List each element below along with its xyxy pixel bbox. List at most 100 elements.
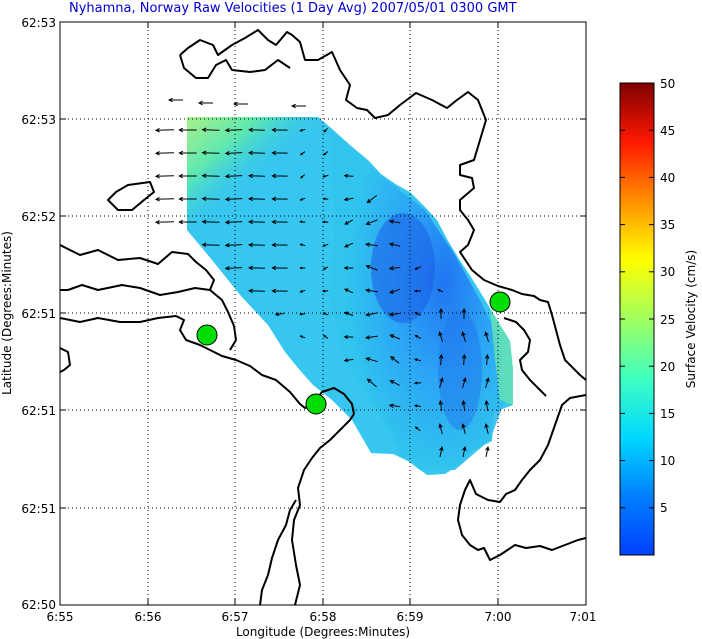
velocity-arrow bbox=[413, 289, 422, 293]
velocity-arrow bbox=[247, 242, 265, 248]
velocity-arrow bbox=[323, 127, 328, 133]
velocity-arrow bbox=[224, 242, 243, 248]
velocity-arrow bbox=[484, 353, 490, 366]
colorbar-tick-label: 35 bbox=[660, 218, 675, 232]
x-axis-label: Longitude (Degrees:Minutes) bbox=[236, 625, 410, 639]
velocity-arrow bbox=[322, 243, 329, 247]
velocity-arrow bbox=[484, 399, 490, 412]
velocity-arrow bbox=[322, 312, 329, 316]
velocity-arrow bbox=[247, 196, 265, 202]
velocity-arrow bbox=[224, 265, 243, 271]
velocity-arrow bbox=[322, 220, 329, 224]
y-tick-label: 62:51 bbox=[21, 404, 56, 418]
velocity-arrow bbox=[414, 426, 421, 432]
velocity-arrow bbox=[178, 219, 197, 225]
velocity-arrow bbox=[154, 196, 175, 202]
velocity-arrow bbox=[344, 288, 354, 294]
velocity-field-core bbox=[371, 213, 435, 323]
coastline-west-island bbox=[107, 181, 155, 211]
velocity-arrow bbox=[224, 173, 243, 179]
velocity-arrow bbox=[461, 353, 467, 366]
velocity-arrow bbox=[484, 423, 489, 434]
velocity-field-high bbox=[187, 117, 331, 240]
velocity-arrow bbox=[388, 265, 401, 271]
velocity-arrow bbox=[461, 307, 467, 319]
velocity-arrow bbox=[343, 265, 354, 270]
velocity-arrow bbox=[322, 266, 329, 270]
velocity-arrow bbox=[247, 127, 265, 133]
velocity-arrow bbox=[413, 381, 422, 385]
velocity-arrow bbox=[271, 173, 288, 179]
x-tick-label: 6:58 bbox=[310, 610, 337, 624]
velocity-arrow bbox=[390, 356, 400, 364]
velocity-arrow bbox=[274, 312, 285, 317]
velocity-arrow bbox=[462, 377, 467, 388]
y-tick-label: 62:51 bbox=[21, 307, 56, 321]
x-tick-labels: 6:55 6:56 6:57 6:58 6:59 7:00 7:01 bbox=[47, 610, 597, 624]
velocity-arrow bbox=[299, 289, 306, 293]
velocity-arrow bbox=[461, 399, 467, 412]
velocity-arrow bbox=[271, 150, 288, 156]
velocity-arrow bbox=[224, 196, 243, 202]
colorbar-tick-label: 25 bbox=[660, 313, 675, 327]
velocity-arrow bbox=[232, 101, 248, 107]
velocity-arrow bbox=[247, 288, 265, 294]
velocity-arrow bbox=[388, 311, 401, 317]
velocity-arrow bbox=[439, 377, 444, 388]
coastline-inner-west bbox=[209, 289, 237, 351]
velocity-arrow bbox=[247, 173, 265, 179]
coastline-south-valley bbox=[291, 413, 355, 605]
velocity-arrow bbox=[388, 219, 401, 224]
velocity-vectors bbox=[154, 97, 490, 457]
coastline-north bbox=[179, 29, 586, 381]
velocity-arrow bbox=[154, 173, 175, 179]
velocity-arrow bbox=[413, 358, 422, 362]
velocity-arrow bbox=[322, 174, 329, 178]
velocity-arrow bbox=[484, 331, 489, 342]
velocity-arrow bbox=[299, 220, 306, 224]
colorbar: 50 45 40 35 30 25 20 15 10 5 Surface Vel… bbox=[619, 77, 698, 556]
velocity-arrow bbox=[414, 334, 421, 340]
velocity-arrow bbox=[178, 127, 197, 133]
x-tick-label: 6:57 bbox=[222, 610, 249, 624]
y-tick-labels: 62:53 62:53 62:52 62:51 62:51 62:51 62:5… bbox=[21, 16, 56, 612]
velocity-arrow bbox=[271, 196, 288, 202]
station-marker-east bbox=[489, 291, 511, 313]
y-tick-label: 62:53 bbox=[21, 113, 56, 127]
velocity-arrow bbox=[439, 446, 444, 457]
velocity-arrow bbox=[322, 197, 329, 201]
station-marker-south bbox=[305, 393, 327, 415]
x-tick-label: 7:01 bbox=[570, 610, 597, 624]
y-axis-label: Latitude (Degrees:Minutes) bbox=[0, 231, 14, 395]
velocity-arrow bbox=[388, 403, 401, 409]
velocity-arrow bbox=[365, 312, 378, 317]
velocity-arrow bbox=[178, 150, 197, 156]
velocity-arrow bbox=[322, 289, 329, 293]
velocity-arrow bbox=[178, 196, 197, 202]
velocity-arrow bbox=[247, 265, 265, 271]
velocity-arrow bbox=[271, 219, 288, 225]
velocity-arrow bbox=[299, 197, 306, 201]
velocity-arrow bbox=[343, 173, 354, 178]
colorbar-tick-label: 50 bbox=[660, 77, 675, 91]
velocity-arrow bbox=[201, 242, 220, 248]
axis-ticks bbox=[59, 21, 587, 606]
colorbar-tick-labels: 50 45 40 35 30 25 20 15 10 5 bbox=[660, 77, 675, 515]
colorbar-tick-label: 5 bbox=[660, 501, 668, 515]
colorbar-tick-label: 40 bbox=[660, 171, 675, 185]
velocity-arrow bbox=[323, 151, 329, 156]
velocity-arrow bbox=[365, 264, 378, 271]
x-tick-label: 7:00 bbox=[485, 610, 512, 624]
colorbar-tick-label: 10 bbox=[660, 454, 675, 468]
velocity-field-core-2 bbox=[438, 310, 482, 430]
velocity-arrow bbox=[201, 150, 220, 156]
velocity-arrow bbox=[154, 127, 175, 133]
velocity-arrow bbox=[366, 195, 378, 204]
velocity-arrow bbox=[299, 335, 306, 339]
coastline bbox=[60, 29, 586, 605]
velocity-arrow bbox=[201, 173, 220, 179]
x-tick-label: 6:55 bbox=[47, 610, 74, 624]
velocity-arrow bbox=[299, 243, 306, 247]
velocity-arrow bbox=[201, 127, 220, 133]
